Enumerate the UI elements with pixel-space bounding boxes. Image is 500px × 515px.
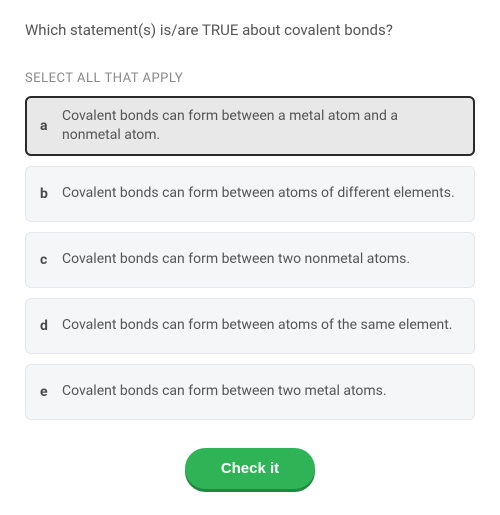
option-letter: e — [40, 384, 62, 400]
option-text: Covalent bonds can form between a metal … — [62, 107, 460, 145]
option-e[interactable]: e Covalent bonds can form between two me… — [25, 364, 475, 420]
option-c[interactable]: c Covalent bonds can form between two no… — [25, 232, 475, 288]
button-wrap: Check it — [25, 448, 475, 489]
option-d[interactable]: d Covalent bonds can form between atoms … — [25, 298, 475, 354]
check-button[interactable]: Check it — [185, 448, 315, 489]
option-letter: a — [40, 118, 62, 134]
option-text: Covalent bonds can form between atoms of… — [62, 184, 455, 203]
option-text: Covalent bonds can form between two meta… — [62, 382, 387, 401]
options-container: a Covalent bonds can form between a meta… — [25, 96, 475, 420]
option-text: Covalent bonds can form between two nonm… — [62, 250, 410, 269]
option-letter: d — [40, 318, 62, 334]
option-letter: b — [40, 186, 62, 202]
instruction-label: SELECT ALL THAT APPLY — [25, 71, 475, 86]
option-text: Covalent bonds can form between atoms of… — [62, 316, 453, 335]
question-text: Which statement(s) is/are TRUE about cov… — [25, 20, 475, 41]
option-letter: c — [40, 252, 62, 268]
option-b[interactable]: b Covalent bonds can form between atoms … — [25, 166, 475, 222]
option-a[interactable]: a Covalent bonds can form between a meta… — [25, 96, 475, 156]
